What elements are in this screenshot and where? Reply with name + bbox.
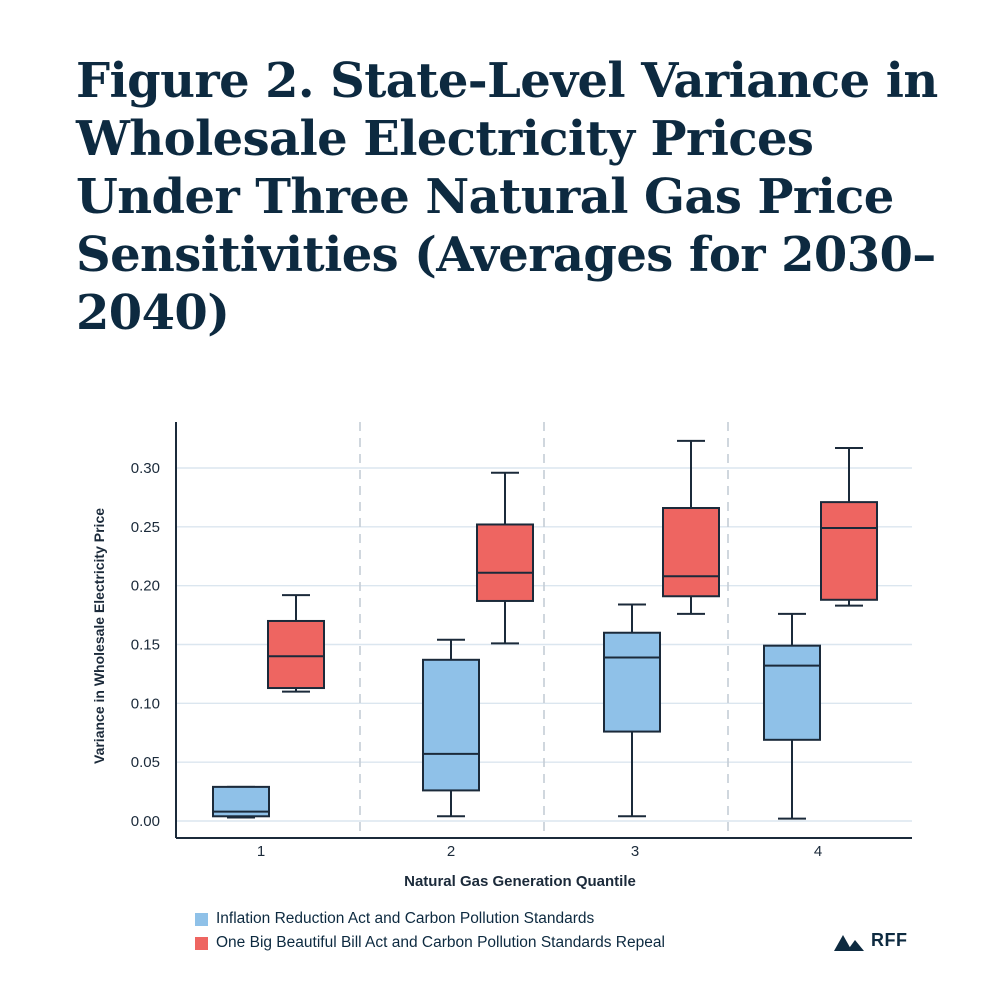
legend-item-ira: Inflation Reduction Act and Carbon Pollu… (195, 907, 665, 931)
box-obbba-q4 (820, 446, 878, 607)
iqr-box (820, 501, 878, 601)
y-tick-label: 0.00 (131, 813, 160, 830)
y-tick-label: 0.15 (131, 637, 160, 654)
legend-swatch-red (195, 936, 208, 950)
y-tick-label: 0.10 (131, 695, 160, 712)
mountains-icon (834, 934, 864, 951)
legend-label-ira: Inflation Reduction Act and Carbon Pollu… (216, 910, 595, 927)
rff-logo: RFF (834, 930, 908, 951)
box-obbba-q1 (267, 594, 325, 693)
box-ira-q2 (422, 638, 480, 818)
iqr-box (422, 658, 480, 792)
legend: Inflation Reduction Act and Carbon Pollu… (195, 907, 665, 955)
legend-swatch-blue (195, 912, 208, 926)
y-axis-title: Variance in Wholesale Electricity Price (91, 508, 107, 764)
iqr-box (267, 619, 325, 690)
box-ira-q1 (212, 785, 270, 819)
x-tick-label: 2 (447, 843, 455, 860)
y-tick-label: 0.05 (131, 754, 160, 771)
x-tick-label: 4 (814, 843, 822, 860)
box-obbba-q3 (662, 439, 720, 615)
box-ira-q4 (763, 612, 821, 820)
iqr-box (603, 631, 661, 733)
logo-text: RFF (871, 930, 908, 950)
x-axis-title: Natural Gas Generation Quantile (404, 873, 636, 890)
iqr-box (476, 523, 534, 602)
iqr-box (763, 644, 821, 741)
box-ira-q3 (603, 603, 661, 818)
y-tick-label: 0.30 (131, 460, 160, 477)
legend-label-obbba: One Big Beautiful Bill Act and Carbon Po… (216, 934, 665, 951)
x-tick-label: 3 (631, 843, 639, 860)
box-plot-chart: 0.00 0.05 0.10 0.15 0.20 0.25 0.30 1 2 3 4 Natural … (91, 422, 912, 890)
iqr-box (662, 507, 720, 598)
x-tick-label: 1 (257, 843, 265, 860)
legend-item-obbba: One Big Beautiful Bill Act and Carbon Po… (195, 931, 665, 955)
y-tick-label: 0.25 (131, 519, 160, 536)
figure-title: Figure 2. State-Level Variance in Wholes… (76, 53, 938, 341)
y-tick-label: 0.20 (131, 578, 160, 595)
box-obbba-q2 (476, 471, 534, 645)
